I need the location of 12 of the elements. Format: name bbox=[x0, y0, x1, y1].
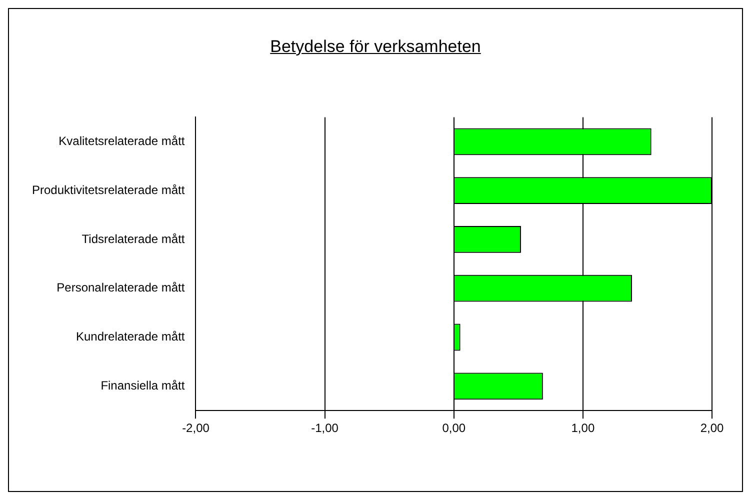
y-tick-label: Personalrelaterade mått bbox=[56, 280, 186, 295]
y-tick-label: Finansiella mått bbox=[100, 378, 186, 392]
y-tick-label: Tidsrelaterade mått bbox=[82, 232, 186, 246]
y-tick-label: Kundrelaterade mått bbox=[76, 330, 186, 344]
x-tick-label: 1,00 bbox=[571, 421, 595, 436]
x-tick-label: -2,00 bbox=[182, 421, 210, 436]
x-tick-label: 0,00 bbox=[442, 421, 466, 436]
y-tick-label: Kvalitetsrelaterade mått bbox=[58, 134, 186, 148]
x-tick-label: -1,00 bbox=[311, 421, 339, 436]
y-tick-label: Produktivitetsrelaterade mått bbox=[32, 182, 186, 197]
x-tick-label: 2,00 bbox=[700, 421, 724, 436]
chart-title: Betydelse för verksamheten bbox=[269, 36, 482, 58]
